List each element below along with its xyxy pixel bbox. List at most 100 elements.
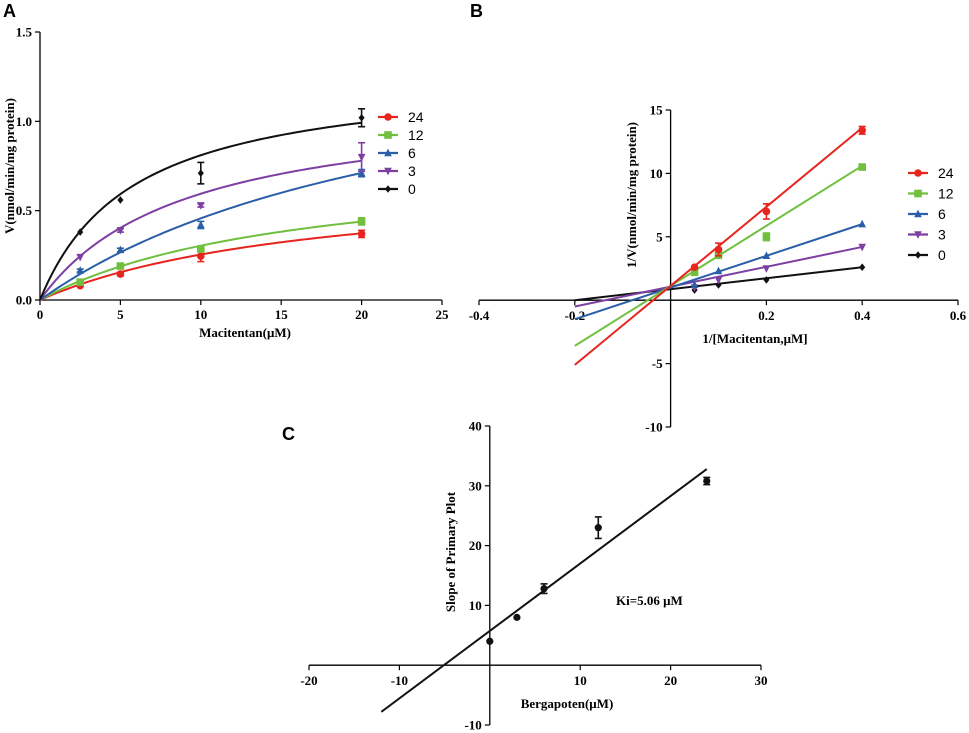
x-tick-label: 0 [37,307,44,322]
legend-item-0: 0 [908,247,946,263]
data-point [197,245,205,253]
y-tick-label: 15 [650,103,664,118]
legend-item-6: 6 [908,206,946,222]
x-tick-label: 20 [355,307,368,322]
fit-curve-6 [39,171,362,301]
legend-item-3: 3 [378,163,416,179]
y-tick-label: 30 [469,478,482,493]
y-tick-label: -10 [464,718,481,733]
y-tick-label: 1.5 [16,25,33,40]
legend-marker [914,251,922,259]
y-tick-label: 40 [469,419,482,434]
data-point [357,230,366,238]
legend-marker [914,189,922,198]
x-tick-label: 0.6 [950,308,967,323]
data-point [714,245,723,254]
data-point [540,585,548,593]
data-point [77,228,84,236]
data-point [116,227,125,235]
legend-marker [384,185,392,193]
panel-a-michaelis-menten-chart: 0.0 0.5 1.0 1.5 0 5 10 15 20 25 Macitentan(μM) V(nm… [2,25,449,341]
legend: 24 12 6 3 0 [908,165,954,263]
x-tick-label: 5 [117,307,124,322]
panel-letter-c: C [282,424,295,444]
series-0 [39,108,366,301]
y-tick-label: 20 [469,538,482,553]
ki-annotation: Ki=5.06 μM [616,593,683,608]
legend-label: 24 [408,109,424,125]
x-tick-label: 30 [755,673,768,688]
data-point [357,217,366,226]
panel-b-lineweaver-burk-chart: -10 -5 5 10 15 -0.4 -0.2 0.2 0.4 0.6 1/[Macitentan… [469,103,967,435]
data-point [859,263,866,272]
data-point [117,196,124,204]
series-24 [39,229,366,301]
data-point [690,280,699,289]
data-point [858,126,866,135]
data-point [762,233,771,241]
x-tick-label: -0.2 [565,308,586,323]
legend-item-0: 0 [378,181,416,197]
y-tick-label: 0.5 [16,203,33,218]
data-point [690,263,699,272]
x-tick-label: 0.4 [854,308,871,323]
legend-label: 12 [408,127,424,143]
data-point [116,270,125,278]
y-tick-label: 10 [469,598,482,613]
x-tick-label: 0.2 [758,308,774,323]
legend-label: 3 [938,227,946,243]
data-point [76,278,84,286]
data-point [197,169,204,177]
data-point [197,252,205,261]
data-point [197,220,205,229]
x-tick-label: 25 [436,307,450,322]
y-tick-label: -10 [645,420,662,435]
legend-label: 0 [938,247,946,263]
x-axis-label: 1/[Macitentan,μM] [702,331,807,346]
x-tick-label: 10 [574,673,587,688]
data-point [858,243,866,252]
series-0 [574,263,866,302]
x-axis-label: Macitentan(μM) [199,325,291,340]
panel-c-secondary-plot-chart: -10 10 20 30 40 -20 -10 10 20 30 Bergapoten(μM) Slo… [300,419,767,733]
data-point [690,268,699,277]
data-point [116,262,125,270]
data-point [703,477,711,485]
data-point [357,168,366,177]
series-6 [574,219,866,321]
y-tick-label: 1.0 [16,114,32,129]
data-point [714,266,723,275]
y-tick-label: 0.0 [16,293,32,308]
legend-label: 6 [938,206,946,222]
data-point [715,281,722,289]
data-point [858,163,866,171]
fit-curve-0 [39,121,362,301]
x-tick-label: -10 [391,673,408,688]
data-point [763,276,770,284]
legend-item-3: 3 [908,227,946,243]
legend-label: 3 [408,163,416,179]
x-tick-label: 10 [194,307,207,322]
data-point [762,207,771,216]
panel-letter-b: B [470,1,483,21]
series-6 [39,168,366,301]
y-axis-label: Slope of Primary Plot [443,491,458,612]
legend-label: 12 [938,186,954,202]
legend-label: 24 [938,165,954,181]
fit-curve-3 [39,159,362,301]
data-point [513,613,521,621]
data-point [76,266,84,274]
legend-marker [384,131,392,139]
data-point [762,251,771,260]
data-point [357,153,366,162]
legend-item-24: 24 [908,165,954,181]
legend-item-12: 12 [908,186,954,202]
x-tick-label: 15 [275,307,289,322]
series-24 [574,125,866,366]
data-point [594,524,602,532]
legend-label: 0 [408,181,416,197]
legend-item-12: 12 [378,127,424,143]
y-tick-label: 10 [650,166,663,181]
fit-curve-24 [39,232,362,301]
